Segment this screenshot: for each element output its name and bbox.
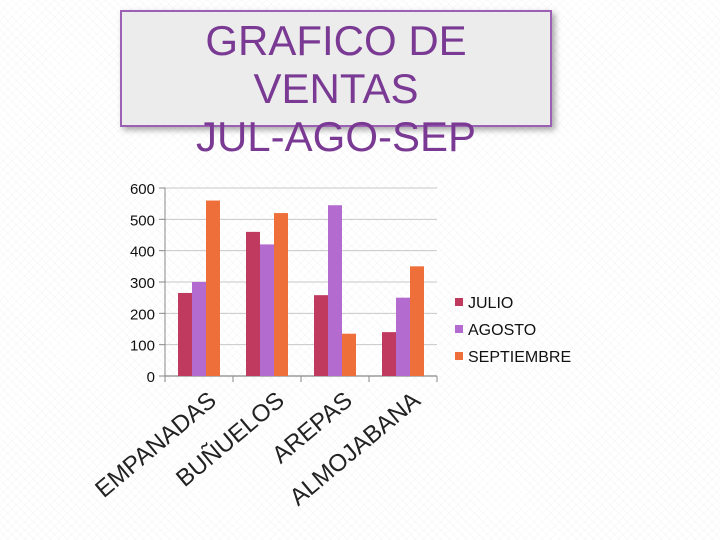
title-box (120, 10, 552, 127)
legend-swatch-agosto (455, 325, 463, 333)
legend-label-septiembre: SEPTIEMBRE (468, 349, 571, 366)
bar-julio-4 (382, 332, 396, 376)
bar-agosto-3 (328, 205, 342, 376)
bar-agosto-4 (396, 297, 410, 376)
legend-label-agosto: AGOSTO (468, 322, 536, 339)
bar-julio-3 (314, 295, 328, 376)
bar-agosto-2 (260, 244, 274, 376)
bar-agosto-1 (192, 282, 206, 376)
legend-label-julio: JULIO (468, 295, 513, 312)
y-tick-label: 0 (147, 369, 155, 386)
y-tick-label: 300 (130, 275, 155, 292)
bar-septiembre-2 (274, 213, 288, 376)
bar-septiembre-1 (206, 200, 220, 376)
y-tick-label: 200 (130, 306, 155, 323)
bar-julio-2 (246, 231, 260, 376)
y-tick-label: 600 (130, 181, 155, 198)
chart-title: GRAFICO DE VENTAS JUL-AGO-SEP (195, 17, 477, 160)
legend-swatch-julio (455, 298, 463, 306)
bar-septiembre-4 (410, 266, 424, 376)
y-tick-label: 400 (130, 244, 155, 261)
y-tick-label: 100 (130, 338, 155, 355)
legend-swatch-septiembre (455, 352, 463, 360)
y-tick-label: 500 (130, 212, 155, 229)
bar-septiembre-3 (342, 333, 356, 376)
bar-julio-1 (178, 292, 192, 376)
